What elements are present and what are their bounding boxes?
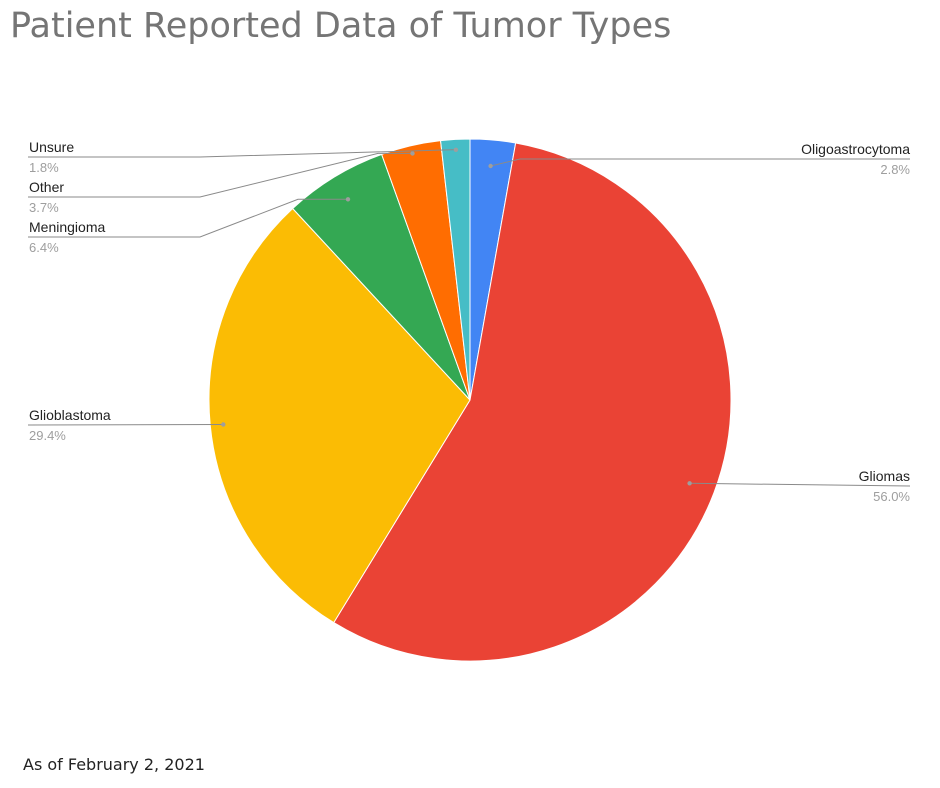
leader-dot-meningioma: [345, 197, 351, 202]
chart-title: Patient Reported Data of Tumor Types: [10, 6, 672, 46]
leader-dot-other: [410, 151, 415, 156]
slice-percent-other: 3.7%: [29, 200, 59, 215]
pie-slice-glioblastoma: [208, 207, 471, 624]
slice-percent-meningioma: 6.4%: [29, 240, 59, 255]
slice-percent-gliomas: 56.0%: [873, 489, 910, 504]
slice-label-meningioma: Meningioma: [29, 219, 105, 235]
as-of-date-note: As of February 2, 2021: [23, 755, 205, 774]
leader-line-meningioma: [28, 198, 348, 238]
pie-slices: [208, 138, 732, 662]
leader-lines: [27, 147, 911, 487]
slice-labels: Oligoastrocytoma 2.8% Gliomas 56.0% Glioblas…: [29, 139, 910, 504]
slice-label-glioblastoma: Glioblastoma: [29, 407, 111, 423]
leader-line-other: [28, 152, 413, 198]
leader-line-gliomas: [689, 482, 911, 487]
leader-dot-oligoastrocytoma: [488, 163, 493, 169]
slice-label-unsure: Unsure: [29, 139, 74, 155]
leader-dot-unsure: [453, 147, 459, 152]
slice-percent-glioblastoma: 29.4%: [29, 428, 66, 443]
slice-label-gliomas: Gliomas: [859, 468, 910, 484]
slice-label-other: Other: [29, 179, 64, 195]
slice-percent-unsure: 1.8%: [29, 160, 59, 175]
pie-slice-unsure: [440, 138, 471, 401]
leader-dot-glioblastoma: [221, 422, 226, 427]
slice-label-oligoastrocytoma: Oligoastrocytoma: [801, 141, 910, 157]
leader-dot-gliomas: [687, 481, 692, 486]
leader-line-glioblastoma: [27, 424, 224, 426]
pie-slice-gliomas: [333, 142, 732, 662]
slice-percent-oligoastrocytoma: 2.8%: [880, 162, 910, 177]
leader-line-oligoastrocytoma: [490, 158, 910, 167]
